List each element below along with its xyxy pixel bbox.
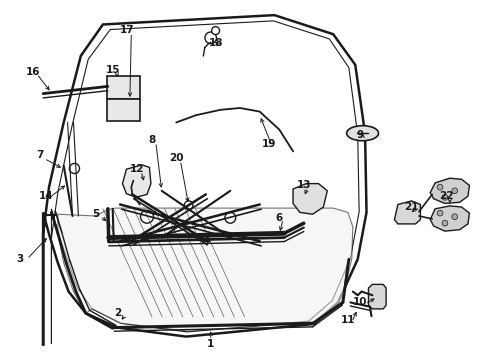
Text: 21: 21 <box>404 202 419 212</box>
Text: 5: 5 <box>92 209 99 219</box>
Text: 19: 19 <box>261 139 276 149</box>
Circle shape <box>205 32 217 44</box>
Text: 15: 15 <box>105 65 120 75</box>
Text: 3: 3 <box>16 254 23 264</box>
Polygon shape <box>293 184 327 214</box>
Text: 7: 7 <box>36 150 44 160</box>
Circle shape <box>141 210 153 223</box>
Circle shape <box>212 27 220 35</box>
Circle shape <box>225 212 236 223</box>
Polygon shape <box>58 208 353 331</box>
Text: 11: 11 <box>341 315 355 325</box>
FancyBboxPatch shape <box>107 76 140 99</box>
Circle shape <box>184 201 193 210</box>
Polygon shape <box>394 201 420 224</box>
Text: 14: 14 <box>39 191 54 201</box>
Polygon shape <box>430 178 469 203</box>
Circle shape <box>442 194 448 200</box>
Text: 20: 20 <box>169 153 184 163</box>
Text: 13: 13 <box>296 180 311 190</box>
Circle shape <box>442 220 448 226</box>
Text: 4: 4 <box>202 236 210 246</box>
Text: 6: 6 <box>276 213 283 223</box>
FancyBboxPatch shape <box>107 99 140 121</box>
Ellipse shape <box>347 126 379 141</box>
Circle shape <box>437 184 443 190</box>
Text: 1: 1 <box>207 339 214 349</box>
Polygon shape <box>430 206 469 231</box>
Circle shape <box>452 188 458 194</box>
Text: 8: 8 <box>148 135 155 145</box>
Polygon shape <box>122 165 151 197</box>
Polygon shape <box>368 284 386 309</box>
Text: 16: 16 <box>26 67 41 77</box>
Text: 18: 18 <box>208 38 223 48</box>
Text: 10: 10 <box>353 297 368 307</box>
Circle shape <box>437 210 443 216</box>
Text: 2: 2 <box>114 308 121 318</box>
Circle shape <box>70 163 79 174</box>
Circle shape <box>452 214 458 220</box>
Text: 9: 9 <box>357 130 364 140</box>
Text: 12: 12 <box>130 164 145 174</box>
Text: 22: 22 <box>439 191 453 201</box>
Text: 17: 17 <box>120 24 135 35</box>
